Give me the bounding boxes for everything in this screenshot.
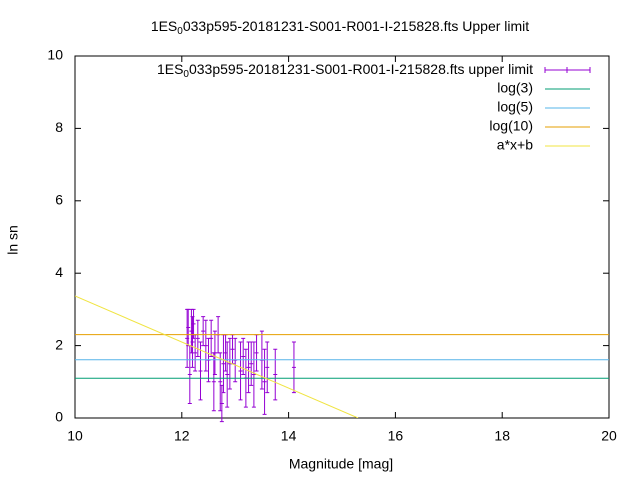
error-bar (187, 345, 192, 405)
y-tick-label: 2 (55, 336, 63, 352)
legend-label: log(10) (489, 118, 533, 134)
error-bar (189, 308, 194, 354)
error-bar (251, 341, 256, 408)
error-bar (190, 316, 195, 368)
text-part: 0 (183, 69, 189, 80)
error-bar (225, 341, 230, 408)
error-bar (223, 334, 228, 372)
x-tick-label: 12 (174, 428, 190, 444)
error-bar (198, 341, 203, 401)
x-axis-label: Magnitude [mag] (289, 456, 393, 472)
y-tick-label: 4 (55, 264, 63, 280)
error-bar (254, 334, 259, 372)
error-bar (218, 352, 223, 412)
error-bar (227, 337, 232, 390)
legend-label: a*x+b (497, 137, 533, 153)
y-tick-label: 0 (55, 409, 63, 425)
error-bar (265, 341, 270, 394)
error-bar (238, 341, 243, 401)
x-tick-label: 10 (67, 428, 83, 444)
text-part: 033p595-20181231-S001-R001-I-215828.fts … (189, 61, 533, 77)
y-tick-label: 8 (55, 119, 63, 135)
text-part: 033p595-20181231-S001-R001-I-215828.fts … (183, 18, 529, 34)
error-bar (203, 319, 208, 372)
y-axis-label: ln sn (5, 225, 21, 255)
error-bar (191, 308, 196, 339)
plot-border (74, 55, 610, 419)
error-bar (209, 319, 214, 357)
error-bar (246, 341, 251, 394)
x-tick-label: 18 (494, 428, 510, 444)
legend-label: log(3) (497, 80, 533, 96)
error-bar (249, 341, 254, 386)
error-bar (201, 316, 206, 347)
error-bar (219, 384, 224, 423)
error-bar (273, 348, 278, 401)
x-tick-label: 16 (388, 428, 404, 444)
text-part: 1ES (157, 61, 183, 77)
y-tick-label: 6 (55, 192, 63, 208)
legend-swatch (544, 67, 591, 73)
error-bar (193, 334, 198, 372)
legend-label: 1ES0033p595-20181231-S001-R001-I-215828.… (157, 61, 533, 80)
error-bar (241, 337, 246, 376)
y-tick-label: 10 (47, 47, 63, 63)
line (75, 295, 359, 418)
error-bar (221, 334, 226, 394)
chart-title: 1ES0033p595-20181231-S001-R001-I-215828.… (151, 18, 529, 37)
error-bar (262, 348, 267, 415)
x-tick-label: 14 (281, 428, 297, 444)
error-bar (211, 352, 216, 412)
text-part: 1ES (151, 18, 177, 34)
error-bar (212, 330, 217, 376)
x-tick-label: 20 (601, 428, 617, 444)
error-bar (291, 341, 296, 394)
error-bar (195, 319, 200, 357)
text-part: 0 (177, 26, 183, 37)
error-bar (185, 308, 190, 368)
legend-label: log(5) (497, 99, 533, 115)
